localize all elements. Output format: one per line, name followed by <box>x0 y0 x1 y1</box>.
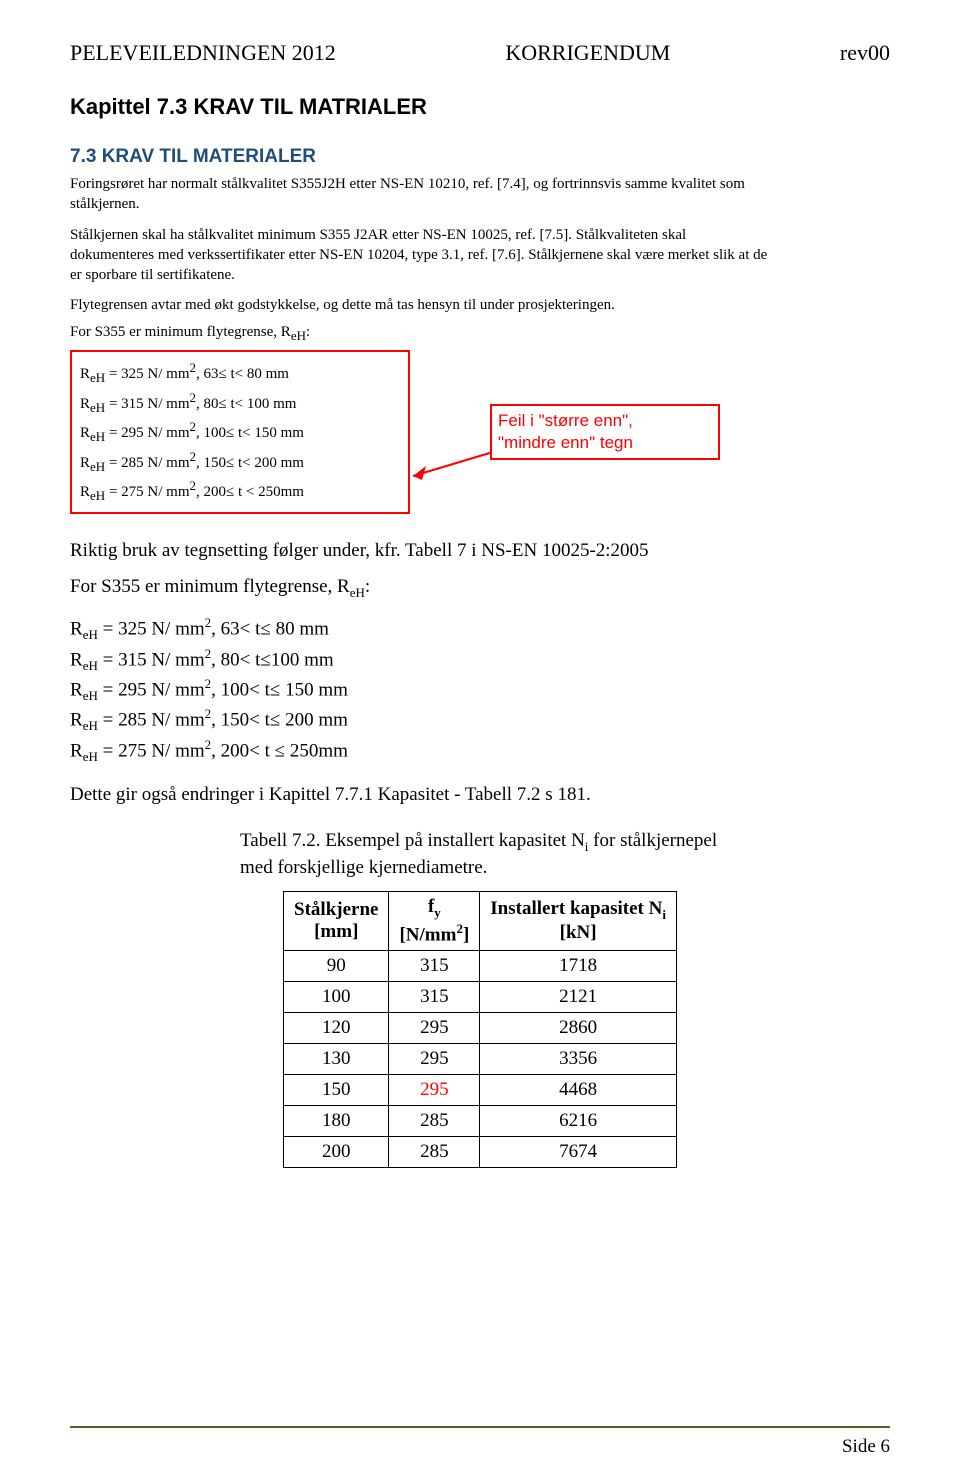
table-cell: 295 <box>389 1075 480 1106</box>
cap-prefix: Tabell 7.2. Eksempel på installert kapas… <box>240 830 585 851</box>
table-cell: 200 <box>284 1137 389 1168</box>
table-cell: 295 <box>389 1013 480 1044</box>
table-cell: 2121 <box>480 982 677 1013</box>
th3-l1: Installert kapasitet Ni <box>490 898 666 923</box>
table-cell: 90 <box>284 951 389 982</box>
p4-sub: eH <box>291 328 306 343</box>
table-cell: 315 <box>389 982 480 1013</box>
th3-l1p: Installert kapasitet N <box>490 898 662 919</box>
table-cell: 100 <box>284 982 389 1013</box>
narrative: Dette gir også endringer i Kapittel 7.7.… <box>70 784 890 806</box>
table-cell: 295 <box>389 1044 480 1075</box>
section-heading: 7.3 KRAV TIL MATERIALER <box>70 146 770 168</box>
table-cell: 150 <box>284 1075 389 1106</box>
table-cell: 120 <box>284 1013 389 1044</box>
th3-l1s: i <box>662 906 666 921</box>
chapter-title: Kapittel 7.3 KRAV TIL MATRIALER <box>70 94 890 120</box>
th-fy: fy [N/mm2] <box>389 891 480 950</box>
table-row: 1302953356 <box>284 1044 677 1075</box>
post-line2: For S355 er minimum flytegrense, ReH: <box>70 576 890 601</box>
page-header: PELEVEILEDNINGEN 2012 KORRIGENDUM rev00 <box>70 40 890 66</box>
table-cell: 4468 <box>480 1075 677 1106</box>
excerpt-p3: Flytegrensen avtar med økt godstykkelse,… <box>70 295 770 315</box>
reh-line: ReH = 275 N/ mm2, 200≤ t < 250mm <box>80 476 400 506</box>
th2-l1: fy <box>399 896 469 921</box>
table-row: 1802856216 <box>284 1106 677 1137</box>
reh-line: ReH = 295 N/ mm2, 100≤ t< 150 mm <box>80 417 400 447</box>
th2-l2x: ] <box>463 924 469 945</box>
th2-l2p: [N/mm <box>399 924 456 945</box>
capacity-table: Stålkjerne [mm] fy [N/mm2] Installert ka… <box>283 891 677 1168</box>
callout-box: Feil i "større enn", "mindre enn" tegn <box>490 404 720 460</box>
reh-line: ReH = 315 N/ mm2, 80< t≤100 mm <box>70 645 890 675</box>
table-row: 1202952860 <box>284 1013 677 1044</box>
table-row: 2002857674 <box>284 1137 677 1168</box>
table-cell: 285 <box>389 1106 480 1137</box>
excerpt-p1: Foringsrøret har normalt stålkvalitet S3… <box>70 174 770 215</box>
reh-line: ReH = 325 N/ mm2, 63≤ t< 80 mm <box>80 358 400 388</box>
table-caption-row: Tabell 7.2. Eksempel på installert kapas… <box>70 828 890 891</box>
reh-line: ReH = 325 N/ mm2, 63< t≤ 80 mm <box>70 614 890 644</box>
table-header-row: Stålkjerne [mm] fy [N/mm2] Installert ka… <box>284 891 677 950</box>
th-kapasitet: Installert kapasitet Ni [kN] <box>480 891 677 950</box>
th3-l2: [kN] <box>490 922 666 944</box>
table-cell: 130 <box>284 1044 389 1075</box>
footer-line <box>70 1426 890 1428</box>
th-stalkjerne: Stålkjerne [mm] <box>284 891 389 950</box>
header-center: KORRIGENDUM <box>505 40 670 66</box>
line2-sub: eH <box>350 584 365 599</box>
header-right: rev00 <box>840 40 890 66</box>
post-line1: Riktig bruk av tegnsetting følger under,… <box>70 540 890 562</box>
table-cell: 315 <box>389 951 480 982</box>
line2-prefix: For S355 er minimum flytegrense, R <box>70 576 350 597</box>
excerpt-p4: For S355 er minimum flytegrense, ReH: <box>70 322 770 345</box>
p4-prefix: For S355 er minimum flytegrense, R <box>70 324 291 340</box>
reh-block-corrected: ReH = 325 N/ mm2, 63< t≤ 80 mmReH = 315 … <box>70 614 890 766</box>
p4-suffix: : <box>306 324 310 340</box>
table-cell: 6216 <box>480 1106 677 1137</box>
excerpt-block: 7.3 KRAV TIL MATERIALER Foringsrøret har… <box>70 146 770 514</box>
reh-line: ReH = 285 N/ mm2, 150< t≤ 200 mm <box>70 705 890 735</box>
reh-box-original: ReH = 325 N/ mm2, 63≤ t< 80 mmReH = 315 … <box>70 350 410 514</box>
arrow-icon <box>408 444 498 484</box>
table-cell: 7674 <box>480 1137 677 1168</box>
table-caption: Tabell 7.2. Eksempel på installert kapas… <box>240 828 720 881</box>
table-cell: 285 <box>389 1137 480 1168</box>
excerpt-p2: Stålkjernen skal ha stålkvalitet minimum… <box>70 225 770 286</box>
table-row: 1003152121 <box>284 982 677 1013</box>
table-cell: 180 <box>284 1106 389 1137</box>
th2-sub: y <box>434 905 441 920</box>
reh-line: ReH = 275 N/ mm2, 200< t ≤ 250mm <box>70 736 890 766</box>
th2-l2: [N/mm2] <box>399 921 469 946</box>
reh-line: ReH = 285 N/ mm2, 150≤ t< 200 mm <box>80 447 400 477</box>
callout-line2: "mindre enn" tegn <box>498 432 712 454</box>
table-row: 1502954468 <box>284 1075 677 1106</box>
footer-page: Side 6 <box>842 1436 890 1458</box>
table-cell: 2860 <box>480 1013 677 1044</box>
reh-line: ReH = 315 N/ mm2, 80≤ t< 100 mm <box>80 388 400 418</box>
table-cell: 3356 <box>480 1044 677 1075</box>
table-cell: 1718 <box>480 951 677 982</box>
callout-line1: Feil i "større enn", <box>498 410 712 432</box>
line2-suffix: : <box>365 576 370 597</box>
th1-l2: [mm] <box>294 921 378 943</box>
th1-l1: Stålkjerne <box>294 899 378 921</box>
table-row: 903151718 <box>284 951 677 982</box>
reh-line: ReH = 295 N/ mm2, 100< t≤ 150 mm <box>70 675 890 705</box>
header-left: PELEVEILEDNINGEN 2012 <box>70 40 336 66</box>
